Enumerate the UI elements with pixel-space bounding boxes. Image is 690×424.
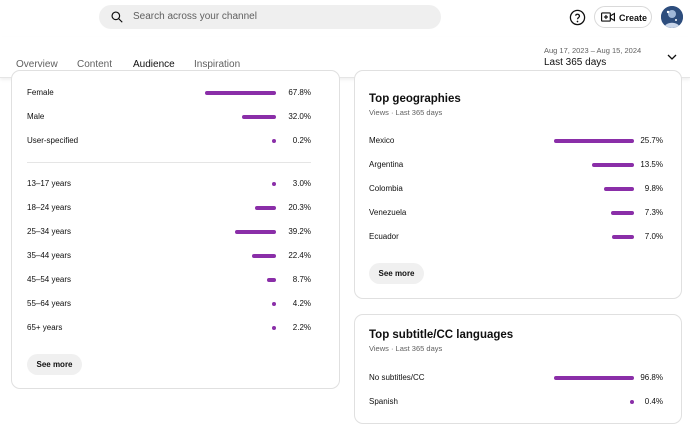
metric-value: 39.2% [288, 227, 311, 236]
metric-bar [272, 182, 276, 186]
create-button[interactable]: Create [594, 6, 652, 28]
metric-label: Male [27, 112, 45, 121]
metric-bar [630, 400, 634, 404]
metric-bar [271, 302, 276, 306]
card-title: Top subtitle/CC languages [369, 329, 514, 341]
metric-value: 13.5% [640, 160, 663, 169]
top-subtitle-languages-card: Top subtitle/CC languages Views · Last 3… [354, 314, 682, 424]
metric-row: 25–34 years 39.2% [27, 226, 311, 238]
see-more-button[interactable]: See more [27, 354, 82, 375]
tab-inspiration[interactable]: Inspiration [194, 59, 241, 70]
card-title: Top geographies [369, 93, 461, 105]
metric-value: 3.0% [292, 179, 311, 188]
metric-row: Venezuela 7.3% [369, 207, 663, 219]
metric-value: 22.4% [288, 251, 311, 260]
metric-bar [554, 139, 634, 143]
metric-bar [592, 163, 634, 167]
metric-label: Female [27, 88, 54, 97]
metric-bar [272, 326, 276, 330]
help-icon[interactable] [569, 9, 586, 26]
metric-label: No subtitles/CC [369, 373, 425, 382]
metric-label: Spanish [369, 397, 398, 406]
tab-content[interactable]: Content [77, 59, 113, 70]
card-subtitle: Views · Last 365 days [369, 344, 443, 353]
metric-value: 67.8% [288, 88, 311, 97]
metric-row: 18–24 years 20.3% [27, 202, 311, 214]
search-input[interactable]: Search across your channel [133, 11, 257, 22]
metric-label: 35–44 years [27, 251, 72, 260]
search-box[interactable]: Search across your channel [99, 5, 441, 29]
metric-row: 13–17 years 3.0% [27, 178, 311, 190]
metric-value: 0.2% [292, 136, 311, 145]
metric-value: 9.8% [644, 184, 663, 193]
metric-bar [242, 115, 276, 119]
metric-label: 45–54 years [27, 275, 72, 284]
metric-value: 7.3% [644, 208, 663, 217]
metric-value: 20.3% [288, 203, 311, 212]
metric-value: 4.2% [292, 299, 311, 308]
metric-bar [266, 278, 276, 282]
avatar[interactable] [661, 6, 683, 28]
date-range[interactable]: Aug 17, 2023 – Aug 15, 2024 [544, 46, 642, 55]
section-divider [27, 162, 311, 163]
create-video-icon [601, 12, 615, 22]
metric-value: 8.7% [292, 275, 311, 284]
metric-value: 32.0% [288, 112, 311, 121]
tab-overview[interactable]: Overview [16, 59, 58, 70]
metric-value: 96.8% [640, 373, 663, 382]
chevron-down-icon[interactable] [667, 53, 677, 61]
period-selector[interactable]: Last 365 days [544, 57, 607, 68]
metric-bar [612, 235, 634, 239]
avatar-image [661, 6, 683, 28]
metric-label: 13–17 years [27, 179, 72, 188]
metric-row: Female 67.8% [27, 87, 311, 99]
metric-value: 25.7% [640, 136, 663, 145]
metric-label: 25–34 years [27, 227, 72, 236]
top-bar: Search across your channel Create [0, 0, 690, 37]
metric-bar [272, 139, 276, 143]
metric-row: Spanish 0.4% [369, 396, 663, 408]
metric-label: Ecuador [369, 232, 399, 241]
metric-label: 65+ years [27, 323, 63, 332]
metric-label: 18–24 years [27, 203, 72, 212]
top-geographies-card: Top geographies Views · Last 365 days Me… [354, 70, 682, 299]
metric-row: Male 32.0% [27, 111, 311, 123]
metric-value: 2.2% [292, 323, 311, 332]
metric-row: User-specified 0.2% [27, 135, 311, 147]
metric-value: 0.4% [644, 397, 663, 406]
metric-row: Argentina 13.5% [369, 159, 663, 171]
search-icon [111, 11, 123, 23]
create-button-label: Create [619, 13, 648, 23]
metric-label: Mexico [369, 136, 395, 145]
tab-audience[interactable]: Audience [133, 59, 175, 70]
metric-row: No subtitles/CC 96.8% [369, 372, 663, 384]
metric-label: Argentina [369, 160, 404, 169]
metric-row: 65+ years 2.2% [27, 322, 311, 334]
metric-label: 55–64 years [27, 299, 72, 308]
metric-row: 35–44 years 22.4% [27, 250, 311, 262]
metric-row: Ecuador 7.0% [369, 231, 663, 243]
metric-bar [204, 91, 276, 95]
metric-bar [553, 376, 634, 380]
metric-row: 45–54 years 8.7% [27, 274, 311, 286]
metric-bar [603, 187, 634, 191]
see-more-button[interactable]: See more [369, 263, 424, 284]
metric-value: 7.0% [644, 232, 663, 241]
metric-bar [234, 230, 276, 234]
metric-bar [254, 206, 276, 210]
card-subtitle: Views · Last 365 days [369, 108, 443, 117]
metric-label: Venezuela [369, 208, 407, 217]
age-gender-card: Female 67.8% Male 32.0% User-specified 0.2% 1… [11, 70, 340, 389]
metric-row: Colombia 9.8% [369, 183, 663, 195]
metric-row: Mexico 25.7% [369, 135, 663, 147]
metric-label: User-specified [27, 136, 79, 145]
metric-bar [252, 254, 276, 258]
metric-row: 55–64 years 4.2% [27, 298, 311, 310]
metric-bar [611, 211, 634, 215]
metric-label: Colombia [369, 184, 403, 193]
